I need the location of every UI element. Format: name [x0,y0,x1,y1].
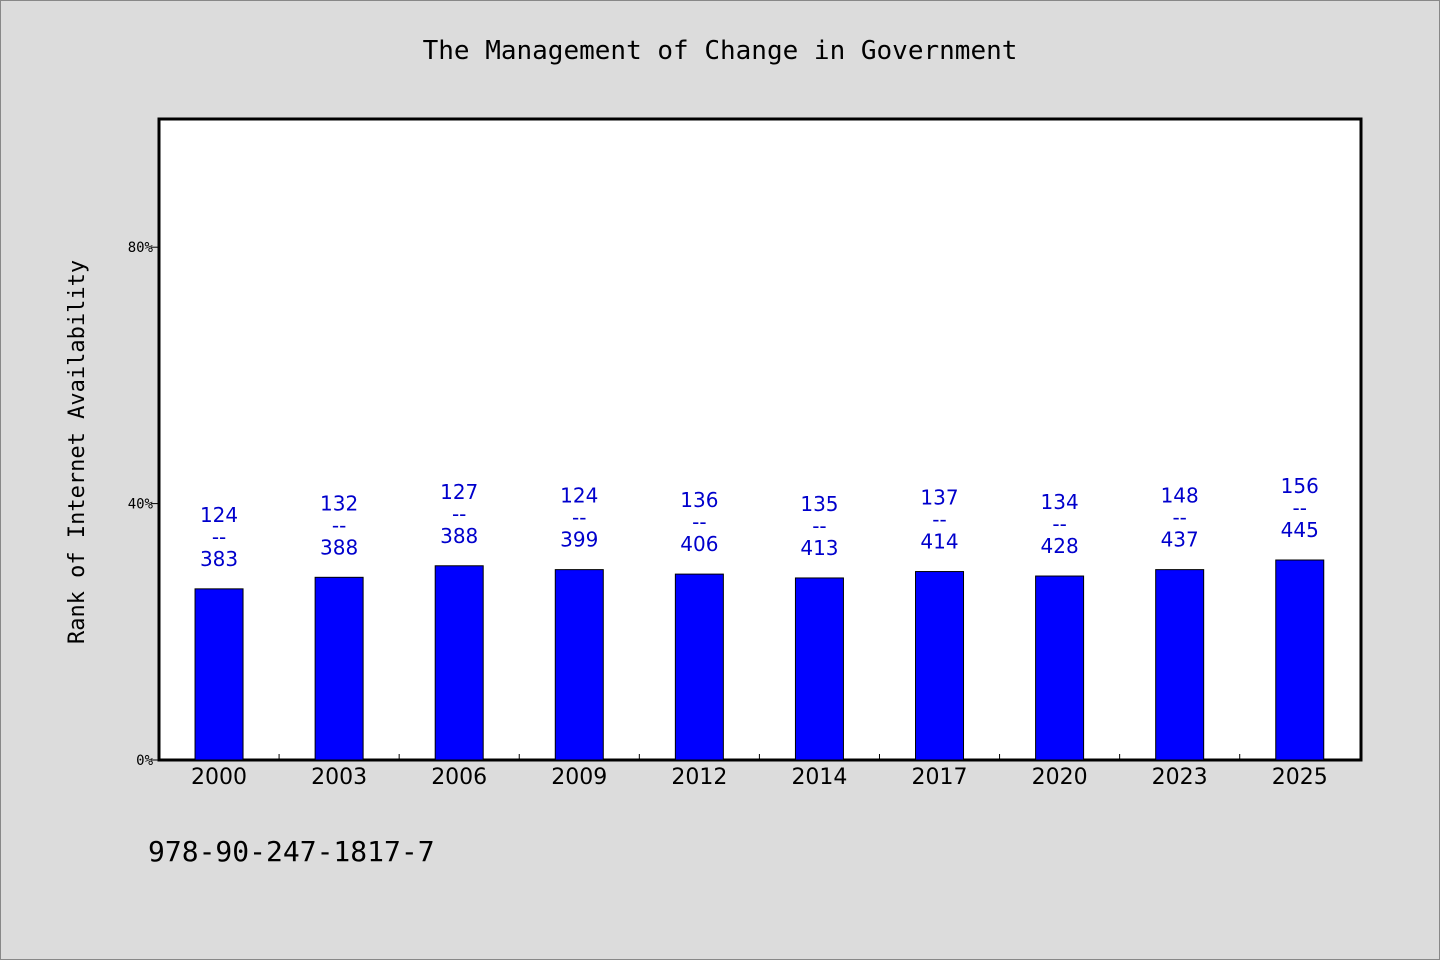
x-tick-label-2025: 2025 [1272,765,1328,790]
bar-label-bottom-2012: 406 [680,532,718,556]
bar-2003 [314,576,364,761]
bar-label-bottom-2014: 413 [800,536,838,560]
bar-2012 [674,573,724,761]
x-tick-label-2020: 2020 [1032,765,1088,790]
bar-label-sep-2023: -- [1172,506,1186,530]
bar-label-top-2025: 156 [1281,474,1319,498]
bar-label-sep-2017: -- [932,508,946,532]
bar-label-top-2012: 136 [680,488,718,512]
bar-label-sep-2003: -- [332,513,346,537]
bar-label-bottom-2006: 388 [440,524,478,548]
bar-2020 [1035,575,1085,761]
bar-label-sep-2012: -- [692,510,706,534]
bar-2017 [915,571,965,761]
bar-label-bottom-2017: 414 [920,530,958,554]
y-tick-label-2: 80% [128,240,154,256]
data-labels-layer: 124--383132--388127--388124--399136--406… [200,474,1319,571]
bars-layer [194,559,1325,761]
bar-label-sep-2009: -- [572,506,586,530]
bar-label-top-2017: 137 [920,486,958,510]
bar-label-top-2006: 127 [440,480,478,504]
bar-label-top-2003: 132 [320,491,358,515]
bar-2006 [434,565,484,761]
bar-label-bottom-2009: 399 [560,528,598,552]
bar-label-bottom-2025: 445 [1281,518,1319,542]
bar-label-bottom-2023: 437 [1161,528,1199,552]
y-tick-label-0: 0% [136,753,153,769]
y-axis-label: Rank of Internet Availability [65,260,90,644]
bar-label-top-2020: 134 [1041,490,1079,514]
chart-title: The Management of Change in Government [422,36,1018,66]
bar-label-sep-2025: -- [1293,496,1307,520]
x-axis: 2000 2003 2006 2009 2012 2014 2017 2020 2023 2025 [191,754,1328,790]
bar-label-bottom-2000: 383 [200,547,238,571]
bar-label-sep-2020: -- [1052,512,1066,536]
bar-label-sep-2000: -- [212,525,226,549]
bar-label-top-2009: 124 [560,484,598,508]
bar-label-bottom-2003: 388 [320,535,358,559]
y-tick-label-1: 40% [128,497,154,513]
bar-2000 [194,588,244,761]
x-tick-label-2000: 2000 [191,765,247,790]
x-tick-label-2012: 2012 [671,765,727,790]
bar-label-top-2023: 148 [1161,484,1199,508]
x-tick-label-2003: 2003 [311,765,367,790]
x-tick-label-2006: 2006 [431,765,487,790]
bar-2009 [554,569,604,761]
x-tick-label-2023: 2023 [1152,765,1208,790]
bar-2025 [1275,559,1325,761]
x-tick-label-2014: 2014 [791,765,847,790]
bar-label-sep-2006: -- [452,502,466,526]
bar-2014 [794,577,844,761]
bar-label-top-2014: 135 [800,492,838,516]
x-tick-label-2017: 2017 [912,765,968,790]
bar-2023 [1155,569,1205,761]
x-tick-label-2009: 2009 [551,765,607,790]
footer-code: 978-90-247-1817-7 [148,835,435,868]
bar-label-bottom-2020: 428 [1041,534,1079,558]
bar-label-top-2000: 124 [200,503,238,527]
y-axis: 0% 40% 80% [128,240,159,769]
bar-label-sep-2014: -- [812,514,826,538]
